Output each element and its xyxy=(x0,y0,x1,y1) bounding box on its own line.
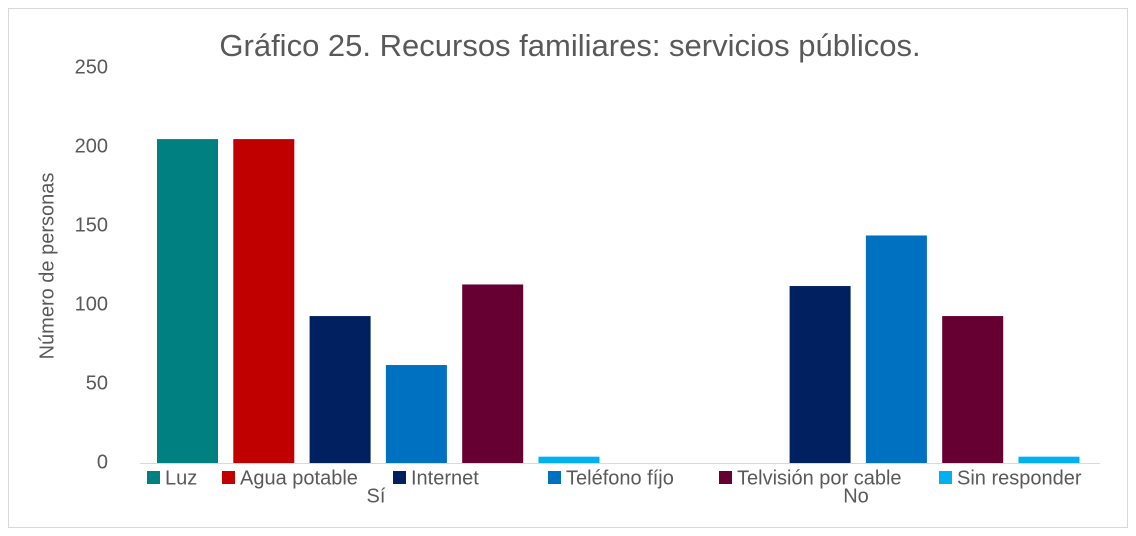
legend-swatch xyxy=(147,471,160,484)
x-tick-label: Sí xyxy=(367,485,386,507)
y-tick-label: 100 xyxy=(75,293,108,315)
bar xyxy=(462,284,524,463)
legend-label: Internet xyxy=(411,467,479,489)
bar xyxy=(309,316,371,463)
y-tick-label: 50 xyxy=(86,372,108,394)
legend-swatch xyxy=(719,471,732,484)
legend-swatch xyxy=(222,471,235,484)
legend-label: Teléfono fíjo xyxy=(566,467,674,489)
y-axis-label: Número de personas xyxy=(36,173,58,360)
bar xyxy=(233,139,295,463)
bar xyxy=(865,235,927,463)
legend-swatch xyxy=(393,471,406,484)
y-tick-label: 200 xyxy=(75,135,108,157)
bar xyxy=(942,316,1004,463)
legend-label: Luz xyxy=(165,467,197,489)
bar xyxy=(1018,456,1080,463)
legend-label: Agua potable xyxy=(240,467,358,489)
bar xyxy=(538,456,600,463)
legend-label: Telvisión por cable xyxy=(737,467,902,489)
y-tick-label: 250 xyxy=(75,56,108,78)
y-tick-label: 0 xyxy=(97,451,108,473)
bar xyxy=(385,365,447,463)
legend-label: Sin responder xyxy=(957,467,1082,489)
bar xyxy=(789,286,851,463)
legend-swatch xyxy=(548,471,561,484)
x-tick-label: No xyxy=(843,485,869,507)
chart-title: Gráfico 25. Recursos familiares: servici… xyxy=(219,28,920,63)
bar xyxy=(157,139,218,463)
legend-swatch xyxy=(939,471,952,484)
y-tick-label: 150 xyxy=(75,214,108,236)
